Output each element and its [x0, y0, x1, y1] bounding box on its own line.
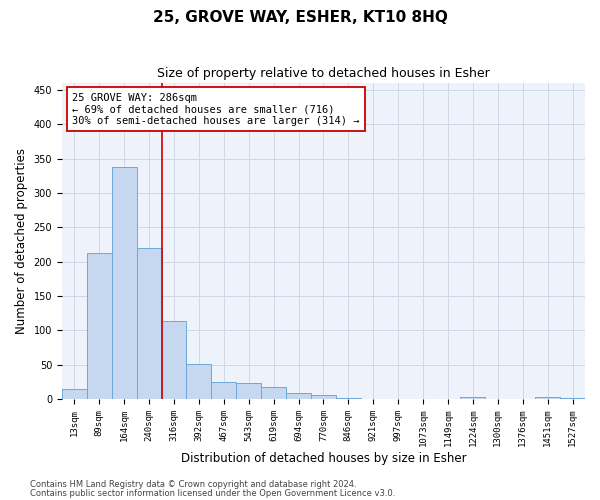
Bar — [87, 253, 112, 399]
X-axis label: Distribution of detached houses by size in Esher: Distribution of detached houses by size … — [181, 452, 466, 465]
Bar — [211, 382, 236, 399]
Bar — [560, 398, 585, 399]
Bar — [161, 322, 187, 399]
Text: Contains public sector information licensed under the Open Government Licence v3: Contains public sector information licen… — [30, 489, 395, 498]
Bar — [460, 397, 485, 399]
Text: Contains HM Land Registry data © Crown copyright and database right 2024.: Contains HM Land Registry data © Crown c… — [30, 480, 356, 489]
Title: Size of property relative to detached houses in Esher: Size of property relative to detached ho… — [157, 68, 490, 80]
Bar — [336, 398, 361, 399]
Bar — [311, 395, 336, 399]
Bar — [261, 388, 286, 399]
Bar — [187, 364, 211, 399]
Bar — [112, 167, 137, 399]
Bar — [236, 382, 261, 399]
Bar — [535, 397, 560, 399]
Text: 25 GROVE WAY: 286sqm
← 69% of detached houses are smaller (716)
30% of semi-deta: 25 GROVE WAY: 286sqm ← 69% of detached h… — [73, 92, 360, 126]
Bar — [286, 393, 311, 399]
Bar — [62, 389, 87, 399]
Text: 25, GROVE WAY, ESHER, KT10 8HQ: 25, GROVE WAY, ESHER, KT10 8HQ — [152, 10, 448, 25]
Bar — [137, 248, 161, 399]
Y-axis label: Number of detached properties: Number of detached properties — [15, 148, 28, 334]
